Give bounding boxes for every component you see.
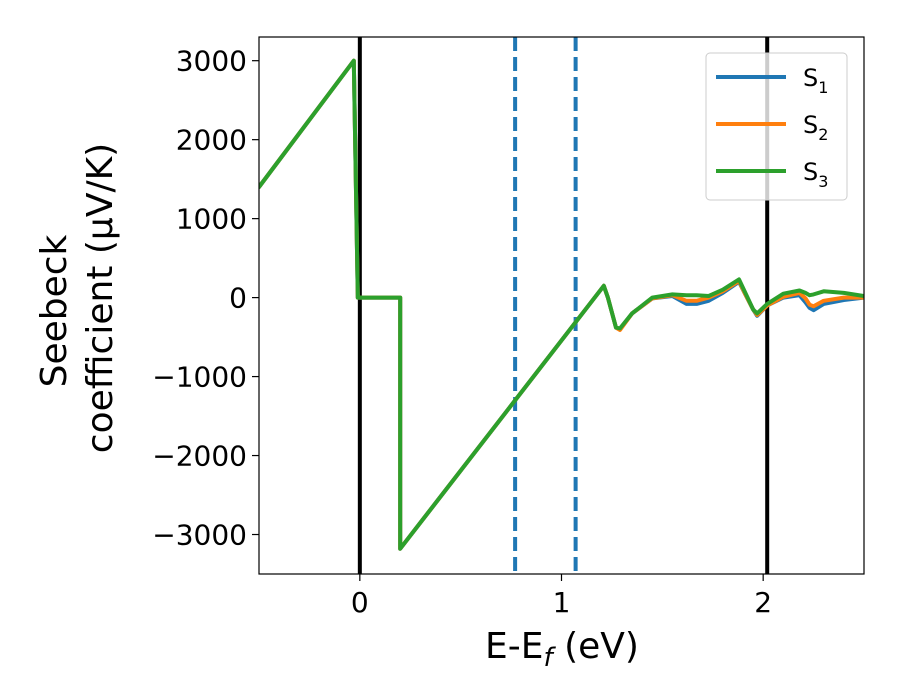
legend-label-1: S1 <box>803 64 828 97</box>
series-line-3 <box>259 58 864 551</box>
y-axis-label-line2: coefficient (μV/K) <box>80 143 121 453</box>
legend-label-2: S2 <box>803 111 828 144</box>
y-tick-label-5: −2000 <box>152 440 247 473</box>
x-axis-label: E-Ef (eV) <box>485 626 639 673</box>
legend-label-3: S3 <box>803 158 828 191</box>
axis-labels: E-Ef (eV) Seebeck coefficient (μV/K) <box>34 143 639 673</box>
y-tick-label-1: 2000 <box>176 124 247 157</box>
x-tick-label-0: 0 <box>351 586 369 619</box>
y-tick-label-3: 0 <box>229 282 247 315</box>
y-tick-label-2: 1000 <box>176 203 247 236</box>
legend: S1 S2 S3 <box>705 52 848 201</box>
axes: 0 1 2 3000 2000 1000 0 −1000 −2000 −3000 <box>152 36 865 619</box>
x-tick-label-1: 1 <box>553 586 571 619</box>
legend-box <box>705 52 848 201</box>
y-tick-label-6: −3000 <box>152 519 247 552</box>
y-axis-label-line1: Seebeck <box>34 234 75 387</box>
y-tick-label-4: −1000 <box>152 361 247 394</box>
x-tick-label-2: 2 <box>754 586 772 619</box>
y-tick-label-0: 3000 <box>176 45 247 78</box>
